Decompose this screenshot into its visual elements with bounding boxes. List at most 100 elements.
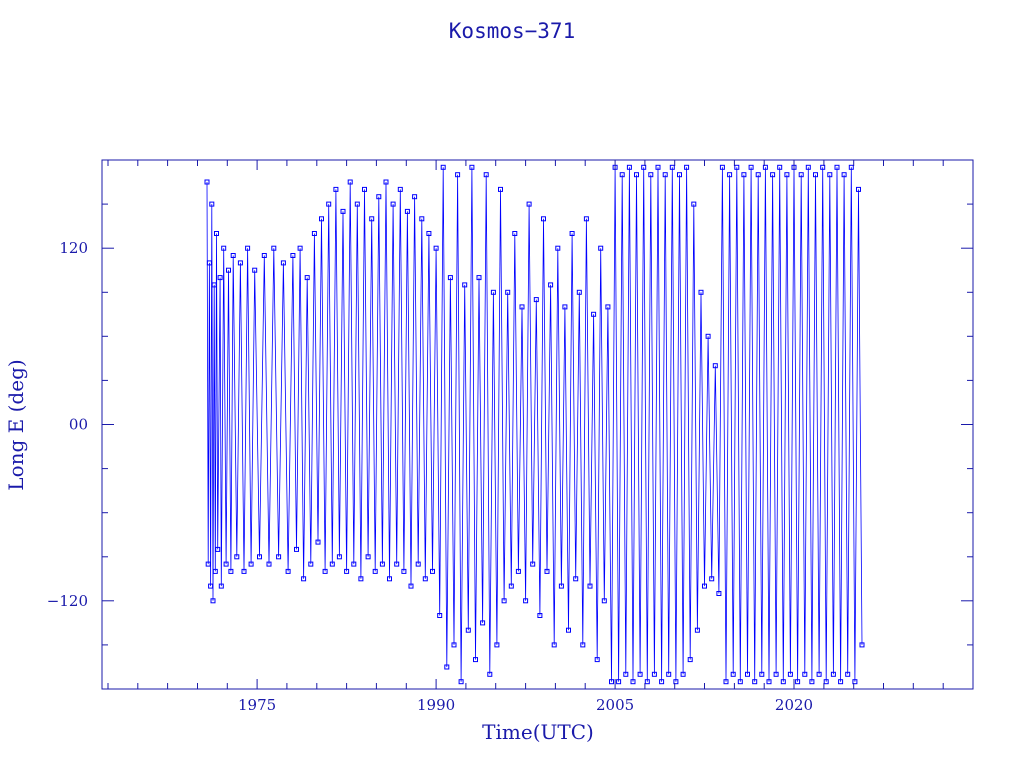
- data-point: [662, 172, 668, 178]
- data-point: [669, 164, 675, 170]
- data-point: [215, 546, 221, 552]
- data-point: [333, 186, 339, 192]
- data-point: [519, 304, 525, 310]
- data-point: [841, 172, 847, 178]
- data-point: [419, 216, 425, 222]
- y-tick-label: −120: [47, 592, 88, 610]
- data-point: [694, 627, 700, 633]
- data-point: [541, 216, 546, 222]
- data-point: [223, 561, 229, 567]
- data-point: [210, 598, 216, 604]
- data-point: [397, 186, 403, 192]
- data-point: [619, 172, 625, 178]
- data-point: [626, 164, 632, 170]
- data-point: [852, 679, 858, 685]
- data-point: [684, 164, 690, 170]
- data-point: [412, 194, 418, 200]
- data-point: [376, 194, 382, 200]
- data-point: [770, 172, 776, 178]
- data-point: [248, 561, 254, 567]
- data-point: [798, 172, 804, 178]
- chart-title: Kosmos−371: [449, 19, 575, 43]
- x-tick-label: 2005: [596, 696, 634, 714]
- data-point: [716, 591, 722, 596]
- data-point: [766, 679, 772, 685]
- data-point: [755, 172, 761, 178]
- data-point: [369, 216, 375, 222]
- data-point: [280, 260, 286, 266]
- data-point: [351, 561, 357, 567]
- data-point: [252, 267, 258, 273]
- data-point: [666, 671, 672, 677]
- data-point: [336, 554, 342, 560]
- data-point: [780, 679, 786, 685]
- data-point: [856, 186, 861, 192]
- data-point: [723, 679, 729, 685]
- data-point: [221, 245, 227, 251]
- data-point: [344, 568, 350, 574]
- data-point: [326, 201, 332, 207]
- data-point: [594, 657, 600, 663]
- data-point: [230, 253, 236, 258]
- data-point: [271, 245, 277, 251]
- data-point: [480, 620, 486, 626]
- data-point: [476, 275, 482, 281]
- data-point: [741, 172, 747, 178]
- data-point: [673, 679, 679, 685]
- data-point: [573, 576, 579, 582]
- data-point: [530, 561, 536, 567]
- data-point: [848, 164, 854, 170]
- data-point: [228, 568, 234, 574]
- data-point: [759, 671, 765, 677]
- data-point: [365, 554, 371, 560]
- data-point: [598, 245, 604, 251]
- data-point: [555, 245, 561, 251]
- data-point: [226, 267, 231, 273]
- data-point: [773, 671, 779, 677]
- data-point: [308, 561, 314, 567]
- data-point: [784, 172, 790, 178]
- data-point: [408, 583, 414, 589]
- data-point: [404, 208, 410, 214]
- data-point: [576, 289, 582, 295]
- data-point: [205, 561, 211, 567]
- data-point: [315, 539, 321, 545]
- data-point: [426, 231, 432, 236]
- data-point: [659, 679, 665, 685]
- data-point: [641, 164, 647, 170]
- data-point: [204, 179, 210, 185]
- axis-ticks: [102, 159, 974, 690]
- y-tick-label: 120: [59, 239, 88, 257]
- data-point: [813, 172, 818, 178]
- data-point: [440, 164, 446, 170]
- data-point: [730, 671, 736, 677]
- data-point: [383, 179, 389, 185]
- data-point: [752, 679, 758, 685]
- data-point: [562, 304, 568, 310]
- data-point: [237, 260, 243, 266]
- data-point: [655, 164, 661, 170]
- data-point: [544, 568, 550, 574]
- data-point: [637, 671, 643, 677]
- data-point: [458, 679, 464, 685]
- data-point: [601, 598, 607, 604]
- data-point: [212, 568, 218, 574]
- data-point: [208, 583, 214, 589]
- data-point: [508, 583, 514, 589]
- data-point: [245, 245, 251, 251]
- data-point: [329, 561, 335, 567]
- data-point: [490, 289, 496, 295]
- data-point: [537, 613, 543, 618]
- data-point: [362, 186, 367, 192]
- x-tick-label: 1990: [417, 696, 455, 714]
- data-point: [290, 253, 296, 258]
- data-point: [859, 642, 865, 648]
- data-point: [276, 554, 282, 560]
- data-point: [816, 671, 822, 677]
- data-point: [483, 172, 489, 178]
- data-point: [217, 275, 223, 281]
- data-point: [465, 627, 471, 633]
- data-point: [648, 172, 654, 178]
- data-point: [505, 289, 511, 295]
